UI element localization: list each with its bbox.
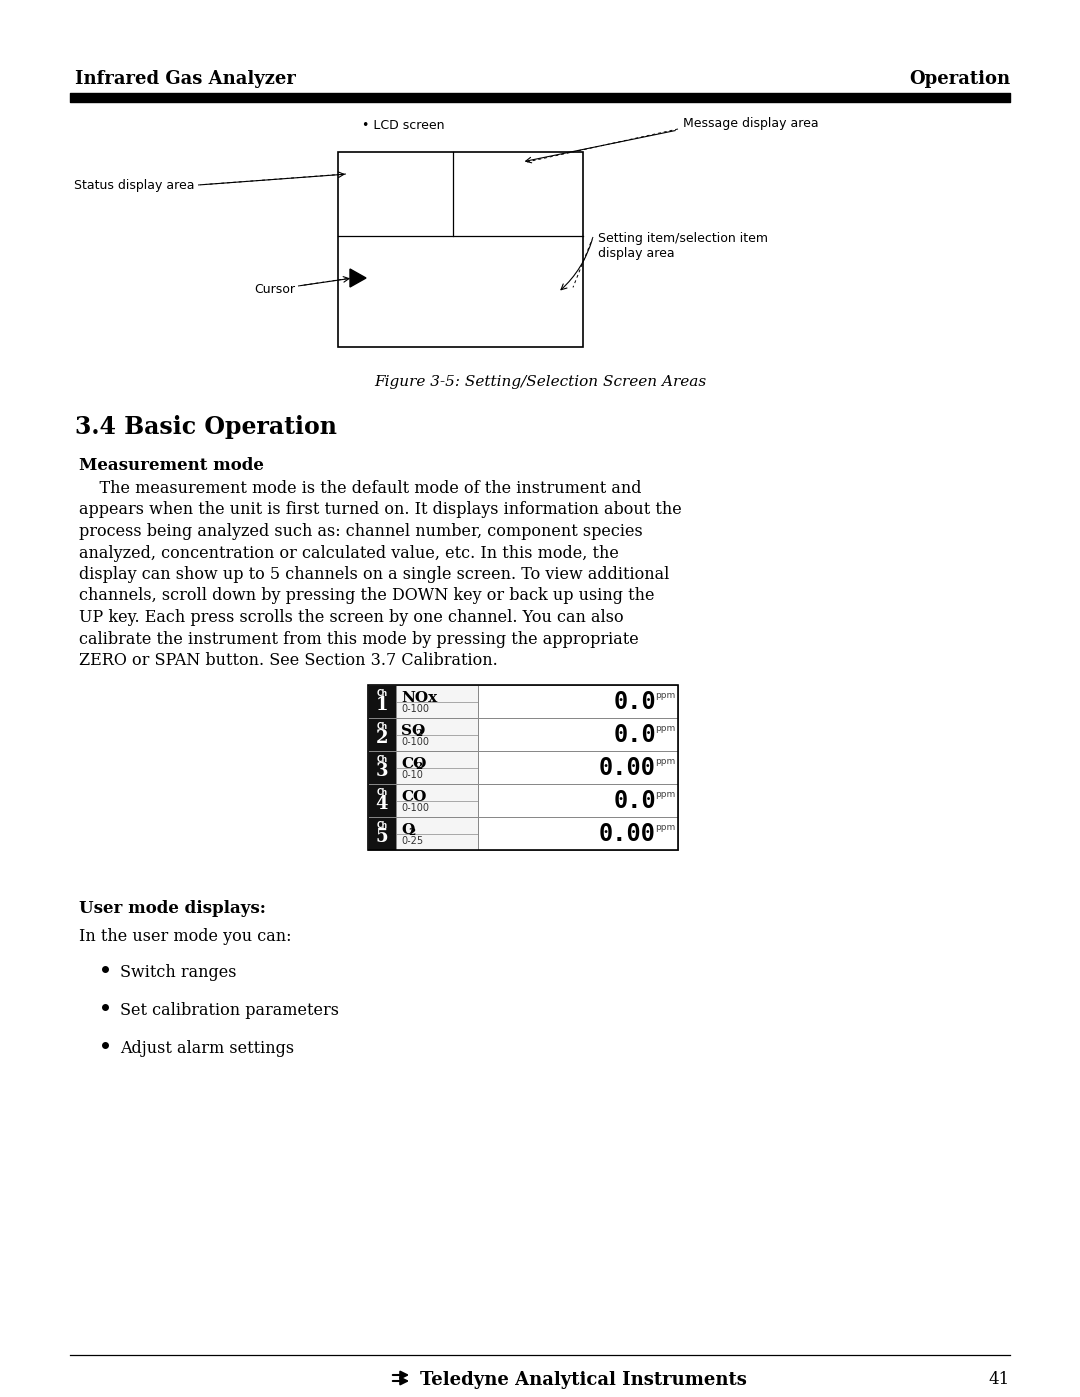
- Text: 3.4 Basic Operation: 3.4 Basic Operation: [75, 415, 337, 439]
- Text: ppm: ppm: [654, 724, 675, 733]
- Text: Ch: Ch: [377, 754, 388, 764]
- Bar: [338, 152, 583, 346]
- Text: Ch: Ch: [377, 821, 388, 830]
- Text: 0.0: 0.0: [613, 724, 656, 747]
- Bar: [368, 685, 678, 718]
- Text: In the user mode you can:: In the user mode you can:: [79, 928, 292, 944]
- Text: process being analyzed such as: channel number, component species: process being analyzed such as: channel …: [79, 522, 643, 541]
- Bar: [368, 718, 396, 752]
- Text: 3: 3: [376, 761, 388, 780]
- Text: Setting item/selection item
display area: Setting item/selection item display area: [598, 232, 768, 260]
- Text: 2: 2: [376, 729, 388, 747]
- Text: 2: 2: [416, 761, 422, 771]
- Text: 2: 2: [408, 828, 416, 837]
- Text: 0.0: 0.0: [613, 690, 656, 714]
- Text: Infrared Gas Analyzer: Infrared Gas Analyzer: [75, 70, 296, 88]
- Bar: [396, 718, 478, 752]
- Text: 41: 41: [989, 1370, 1010, 1389]
- Text: The measurement mode is the default mode of the instrument and: The measurement mode is the default mode…: [79, 481, 642, 497]
- Text: CO: CO: [401, 757, 427, 771]
- Text: 2: 2: [416, 729, 422, 738]
- Text: Figure 3-5: Setting/Selection Screen Areas: Figure 3-5: Setting/Selection Screen Are…: [374, 374, 706, 388]
- Text: Ch: Ch: [377, 722, 388, 731]
- Text: 0.00: 0.00: [599, 821, 656, 847]
- Text: Message display area: Message display area: [683, 117, 819, 130]
- Bar: [368, 784, 678, 817]
- Text: Switch ranges: Switch ranges: [120, 964, 237, 981]
- Bar: [368, 817, 678, 849]
- Bar: [368, 752, 396, 784]
- Text: Measurement mode: Measurement mode: [79, 457, 264, 474]
- Text: ZERO or SPAN button. See Section 3.7 Calibration.: ZERO or SPAN button. See Section 3.7 Cal…: [79, 652, 498, 669]
- Text: Adjust alarm settings: Adjust alarm settings: [120, 1039, 294, 1058]
- Bar: [368, 685, 678, 849]
- Text: appears when the unit is first turned on. It displays information about the: appears when the unit is first turned on…: [79, 502, 681, 518]
- Text: display can show up to 5 channels on a single screen. To view additional: display can show up to 5 channels on a s…: [79, 566, 670, 583]
- Text: User mode displays:: User mode displays:: [79, 900, 266, 916]
- Text: Operation: Operation: [909, 70, 1010, 88]
- Text: NOx: NOx: [401, 692, 437, 705]
- Bar: [368, 784, 396, 817]
- Bar: [478, 752, 678, 784]
- Bar: [478, 817, 678, 849]
- Text: 0.0: 0.0: [613, 789, 656, 813]
- Text: Ch: Ch: [377, 788, 388, 798]
- Text: ppm: ppm: [654, 789, 675, 799]
- Bar: [396, 685, 478, 718]
- Text: • LCD screen: • LCD screen: [363, 119, 445, 131]
- Text: analyzed, concentration or calculated value, etc. In this mode, the: analyzed, concentration or calculated va…: [79, 545, 619, 562]
- Text: 1: 1: [376, 696, 388, 714]
- Text: 0-100: 0-100: [401, 803, 429, 813]
- Bar: [396, 752, 478, 784]
- Text: ppm: ppm: [654, 823, 675, 833]
- Text: UP key. Each press scrolls the screen by one channel. You can also: UP key. Each press scrolls the screen by…: [79, 609, 623, 626]
- Text: calibrate the instrument from this mode by pressing the appropriate: calibrate the instrument from this mode …: [79, 630, 638, 647]
- Bar: [396, 784, 478, 817]
- Text: ppm: ppm: [654, 757, 675, 766]
- Text: SO: SO: [401, 724, 426, 738]
- Text: O: O: [401, 823, 415, 837]
- Text: CO: CO: [401, 789, 427, 805]
- Text: Ch: Ch: [377, 689, 388, 698]
- Bar: [478, 784, 678, 817]
- Bar: [396, 817, 478, 849]
- Text: Cursor: Cursor: [254, 284, 295, 296]
- Text: 4: 4: [376, 795, 388, 813]
- Text: 5: 5: [376, 828, 389, 847]
- Bar: [368, 718, 678, 752]
- Bar: [368, 817, 396, 849]
- Text: 0-100: 0-100: [401, 704, 429, 714]
- Text: Set calibration parameters: Set calibration parameters: [120, 1002, 339, 1018]
- Text: 0.00: 0.00: [599, 756, 656, 780]
- Text: 0-10: 0-10: [401, 770, 423, 780]
- Text: 0-100: 0-100: [401, 738, 429, 747]
- Text: Status display area: Status display area: [75, 179, 195, 191]
- Bar: [478, 718, 678, 752]
- Bar: [368, 752, 678, 784]
- Text: 0-25: 0-25: [401, 835, 423, 847]
- Bar: [478, 685, 678, 718]
- Text: ppm: ppm: [654, 692, 675, 700]
- Text: channels, scroll down by pressing the DOWN key or back up using the: channels, scroll down by pressing the DO…: [79, 588, 654, 605]
- Polygon shape: [350, 270, 366, 286]
- Text: Teledyne Analytical Instruments: Teledyne Analytical Instruments: [420, 1370, 747, 1389]
- Bar: [368, 685, 396, 718]
